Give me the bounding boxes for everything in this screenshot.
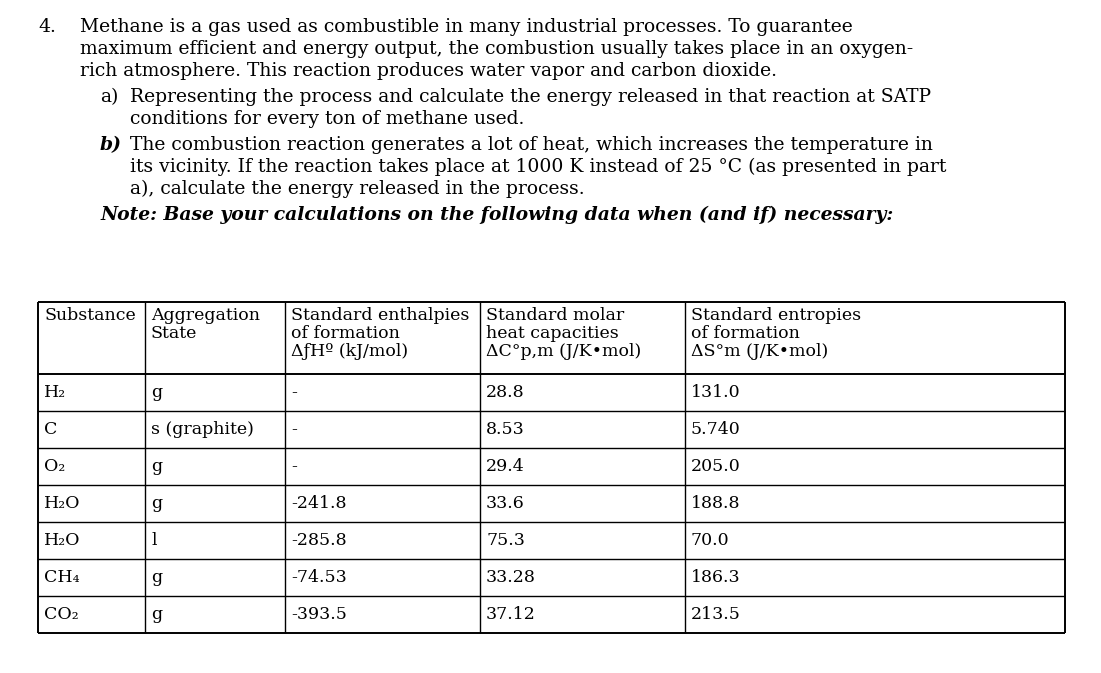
Text: 213.5: 213.5	[691, 606, 741, 623]
Text: 75.3: 75.3	[486, 532, 525, 549]
Text: conditions for every ton of methane used.: conditions for every ton of methane used…	[130, 110, 524, 128]
Text: of formation: of formation	[691, 325, 799, 342]
Text: maximum efficient and energy output, the combustion usually takes place in an ox: maximum efficient and energy output, the…	[80, 40, 913, 58]
Text: -: -	[291, 458, 297, 475]
Text: g: g	[151, 458, 162, 475]
Text: The combustion reaction generates a lot of heat, which increases the temperature: The combustion reaction generates a lot …	[130, 136, 933, 154]
Text: -74.53: -74.53	[291, 569, 347, 586]
Text: g: g	[151, 495, 162, 512]
Text: Standard enthalpies: Standard enthalpies	[291, 307, 469, 324]
Text: -: -	[291, 421, 297, 438]
Text: CH₄: CH₄	[44, 569, 79, 586]
Text: rich atmosphere. This reaction produces water vapor and carbon dioxide.: rich atmosphere. This reaction produces …	[80, 62, 777, 80]
Text: H₂O: H₂O	[44, 495, 80, 512]
Text: a): a)	[100, 88, 119, 106]
Text: -285.8: -285.8	[291, 532, 347, 549]
Text: Standard entropies: Standard entropies	[691, 307, 861, 324]
Text: H₂: H₂	[44, 384, 66, 401]
Text: 28.8: 28.8	[486, 384, 524, 401]
Text: O₂: O₂	[44, 458, 65, 475]
Text: s (graphite): s (graphite)	[151, 421, 254, 438]
Text: Standard molar: Standard molar	[486, 307, 624, 324]
Text: b): b)	[100, 136, 122, 154]
Text: 8.53: 8.53	[486, 421, 525, 438]
Text: 4.: 4.	[39, 18, 56, 36]
Text: -241.8: -241.8	[291, 495, 347, 512]
Text: 70.0: 70.0	[691, 532, 730, 549]
Text: -393.5: -393.5	[291, 606, 347, 623]
Text: g: g	[151, 606, 162, 623]
Text: ΔS°m (J/K•mol): ΔS°m (J/K•mol)	[691, 343, 828, 360]
Text: heat capacities: heat capacities	[486, 325, 619, 342]
Text: 186.3: 186.3	[691, 569, 741, 586]
Text: a), calculate the energy released in the process.: a), calculate the energy released in the…	[130, 180, 585, 199]
Text: l: l	[151, 532, 156, 549]
Text: Substance: Substance	[44, 307, 135, 324]
Text: g: g	[151, 569, 162, 586]
Text: C: C	[44, 421, 57, 438]
Text: g: g	[151, 384, 162, 401]
Text: State: State	[151, 325, 197, 342]
Text: Methane is a gas used as combustible in many industrial processes. To guarantee: Methane is a gas used as combustible in …	[80, 18, 853, 36]
Text: H₂O: H₂O	[44, 532, 80, 549]
Text: Note: Base your calculations on the following data when (and if) necessary:: Note: Base your calculations on the foll…	[100, 206, 893, 224]
Text: CO₂: CO₂	[44, 606, 78, 623]
Text: Aggregation: Aggregation	[151, 307, 260, 324]
Text: 37.12: 37.12	[486, 606, 536, 623]
Text: 188.8: 188.8	[691, 495, 741, 512]
Text: ΔƒHº (kJ/mol): ΔƒHº (kJ/mol)	[291, 343, 408, 360]
Text: ΔC°p,m (J/K•mol): ΔC°p,m (J/K•mol)	[486, 343, 641, 360]
Text: 131.0: 131.0	[691, 384, 741, 401]
Text: of formation: of formation	[291, 325, 400, 342]
Text: 33.28: 33.28	[486, 569, 536, 586]
Text: 5.740: 5.740	[691, 421, 741, 438]
Text: Representing the process and calculate the energy released in that reaction at S: Representing the process and calculate t…	[130, 88, 931, 106]
Text: its vicinity. If the reaction takes place at 1000 K instead of 25 °C (as present: its vicinity. If the reaction takes plac…	[130, 158, 947, 176]
Text: -: -	[291, 384, 297, 401]
Text: 29.4: 29.4	[486, 458, 525, 475]
Text: 205.0: 205.0	[691, 458, 741, 475]
Text: 33.6: 33.6	[486, 495, 525, 512]
